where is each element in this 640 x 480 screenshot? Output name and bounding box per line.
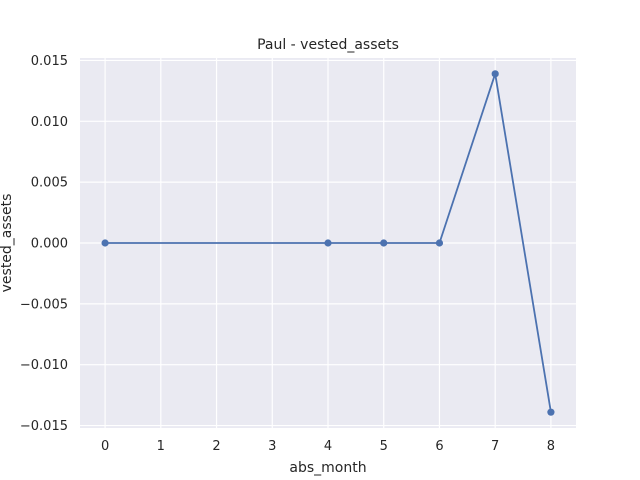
data-point [101,239,109,247]
y-tick-label: 0.005 [31,176,68,191]
y-tick-label: 0.000 [31,237,68,252]
y-tick-label: −0.005 [20,297,68,312]
data-point [380,239,388,247]
x-tick-label: 1 [157,439,165,454]
x-tick-label: 4 [324,439,332,454]
x-axis-ticks: 0 1 2 3 4 5 6 7 8 [101,439,555,454]
x-tick-label: 8 [547,439,555,454]
x-tick-label: 7 [491,439,499,454]
x-axis-label: abs_month [289,460,366,476]
y-tick-label: −0.015 [20,419,68,434]
data-point [547,408,555,416]
series-layer [101,70,555,416]
y-tick-label: 0.010 [31,115,68,130]
y-axis-label: vested_assets [0,194,15,293]
x-tick-label: 3 [268,439,276,454]
y-axis-ticks: −0.015 −0.010 −0.005 0.000 0.005 0.010 0.015 [20,54,68,434]
y-tick-label: −0.010 [20,358,68,373]
x-tick-label: 5 [380,439,388,454]
data-point [435,239,444,247]
x-tick-label: 0 [101,439,109,454]
y-tick-label: 0.015 [31,54,68,69]
data-point [491,70,499,78]
x-tick-label: 2 [212,439,220,454]
grid-lines [80,58,576,428]
chart-title: Paul - vested_assets [257,37,399,53]
series-line [104,72,552,414]
data-point [324,239,332,247]
x-tick-label: 6 [435,439,443,454]
